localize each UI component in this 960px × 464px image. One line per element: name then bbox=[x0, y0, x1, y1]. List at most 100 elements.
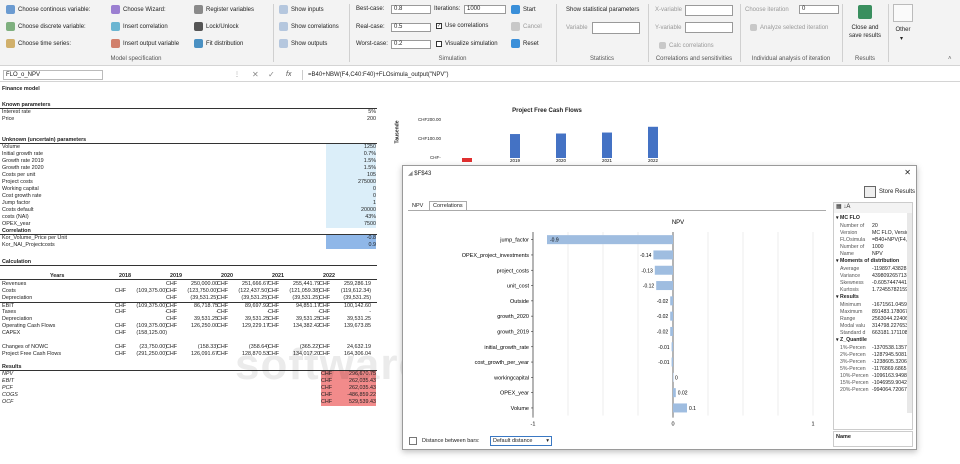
property-value[interactable]: 1000 bbox=[872, 244, 884, 250]
name-box[interactable]: FLO_o_NPV bbox=[3, 70, 103, 80]
confirm-formula-icon[interactable]: ✓ bbox=[268, 70, 275, 79]
calc-correlations-button[interactable]: Calc correlations bbox=[659, 42, 714, 49]
property-key: 3%-Percen bbox=[840, 359, 866, 365]
best-case-input[interactable]: 0.8 bbox=[391, 5, 431, 14]
lock-unlock-button[interactable]: Lock/Unlock bbox=[194, 22, 239, 31]
insert-output-variable-button[interactable]: Insert output variable bbox=[111, 39, 179, 48]
show-inputs-button[interactable]: Show inputs bbox=[279, 5, 324, 14]
property-value[interactable]: 439809265713 bbox=[872, 273, 907, 279]
property-value[interactable]: -0.6057447441 bbox=[872, 280, 907, 286]
iterations-input[interactable]: 1000 bbox=[464, 5, 506, 14]
scrollbar[interactable] bbox=[907, 213, 912, 413]
group-quantile[interactable]: ▾ Z_Quantile bbox=[836, 337, 908, 344]
property-value[interactable]: -1046959.9042 bbox=[872, 380, 907, 386]
property-value[interactable]: 20 bbox=[872, 223, 878, 229]
property-value[interactable]: 2563044.22406 bbox=[872, 316, 908, 322]
property-key: FLOsimula bbox=[840, 237, 866, 243]
register-variables-button[interactable]: Register variables bbox=[194, 5, 254, 14]
cell: 128,870.53 bbox=[242, 351, 269, 357]
distance-select[interactable]: Default distance ▾ bbox=[490, 436, 552, 446]
currency-cell: CHF bbox=[268, 303, 280, 309]
real-case-input[interactable]: 0.5 bbox=[391, 23, 431, 32]
cell: Costs per unit bbox=[2, 172, 36, 178]
collapse-ribbon-icon[interactable]: ˄ bbox=[948, 56, 952, 62]
cell: 39,531.25 bbox=[194, 316, 218, 322]
sheet-title: Finance model bbox=[0, 86, 377, 93]
chevron-down-icon: ▾ bbox=[546, 438, 549, 444]
use-correlations-checkbox[interactable]: ✓ Use correlations bbox=[436, 23, 489, 29]
analyze-selected-iteration-button[interactable]: Analyze selected iteration bbox=[750, 24, 828, 31]
property-value[interactable]: 663181.171108 bbox=[872, 330, 908, 336]
property-value[interactable]: -119897.43828 bbox=[872, 266, 907, 272]
close-and-save-results-button[interactable]: Close and save results bbox=[848, 25, 881, 39]
insert-correlation-button[interactable]: Insert correlation bbox=[111, 22, 168, 31]
currency-cell: CHF bbox=[319, 303, 331, 309]
property-value[interactable]: -994064.72067 bbox=[872, 387, 907, 393]
correlation-row: Kor_NAI_Projectcosts 0.9 bbox=[0, 242, 377, 249]
property-key: Skewness bbox=[840, 280, 864, 286]
property-value[interactable]: NPV bbox=[872, 251, 883, 257]
data-label: 0.02 bbox=[678, 391, 688, 397]
cell: Depreciation bbox=[2, 316, 33, 322]
property-value[interactable]: -1238605.3206 bbox=[872, 359, 907, 365]
property-value[interactable]: 1.72455782159 bbox=[872, 287, 908, 293]
bar bbox=[648, 126, 658, 158]
worst-case-input[interactable]: 0.2 bbox=[391, 40, 431, 49]
show-statistical-parameters-button[interactable]: Show statistical parameters bbox=[566, 7, 640, 13]
variable-select[interactable] bbox=[592, 22, 640, 34]
group-mc-flo[interactable]: ▾ MC FLO bbox=[836, 215, 908, 222]
visualize-simulation-checkbox[interactable]: Visualize simulation bbox=[436, 41, 498, 47]
formula-input[interactable]: =B40+NBW(F4,C40:F40)+FLOsimula_output("N… bbox=[302, 70, 958, 80]
x-variable-select[interactable] bbox=[685, 5, 733, 16]
property-value[interactable]: -1370538.1357 bbox=[872, 345, 907, 351]
property-value[interactable]: -1671561.04595 bbox=[872, 302, 908, 308]
property-value[interactable]: MC FLO, Version bbox=[872, 230, 908, 236]
currency-cell: CHF bbox=[319, 344, 331, 350]
choose-time-series-button[interactable]: Choose time series: bbox=[6, 39, 71, 48]
spreadsheet-grid[interactable]: Finance model Known parameters Interest ra… bbox=[0, 84, 380, 464]
group-label-statistics: Statistics bbox=[589, 56, 614, 62]
category-label: Volume bbox=[511, 406, 529, 412]
iteration-input[interactable]: 0 bbox=[799, 5, 839, 14]
results-dialog: ◢ $F$43 ✕ Store Results NPV Correlations… bbox=[402, 165, 917, 450]
fit-distribution-button[interactable]: Fit distribution bbox=[194, 39, 243, 48]
data-label: -0.14 bbox=[640, 253, 652, 259]
choose-continuous-variable-button[interactable]: Choose continous variable: bbox=[6, 5, 90, 14]
show-outputs-button[interactable]: Show outputs bbox=[279, 39, 327, 48]
close-icon[interactable]: ✕ bbox=[904, 168, 911, 177]
cancel-formula-icon[interactable]: ✕ bbox=[252, 70, 259, 79]
show-correlations-button[interactable]: Show correlations bbox=[279, 22, 339, 31]
group-label-correlations: Correlations and sensitivities bbox=[655, 56, 733, 62]
property-value[interactable]: 314798.227653 bbox=[872, 323, 908, 329]
app-icon: ◢ bbox=[408, 171, 415, 177]
tab-correlations[interactable]: Correlations bbox=[429, 201, 467, 210]
cell: 126,250.00 bbox=[191, 323, 218, 329]
property-grid[interactable]: ▦ ↓A ▾ MC FLO Number of 20 Version MC FLO, V… bbox=[833, 202, 913, 430]
choose-wizard-button[interactable]: Choose Wizard: bbox=[111, 5, 166, 14]
value-cell: 20000 bbox=[326, 207, 376, 214]
value-cell: 275000 bbox=[326, 179, 376, 186]
property-key: Modal valu bbox=[840, 323, 866, 329]
property-value[interactable]: =B40+NPV(F4,C bbox=[872, 237, 908, 243]
ribbon-separator bbox=[349, 4, 350, 62]
group-moments[interactable]: ▾ Moments of distribution bbox=[836, 258, 908, 265]
start-button[interactable]: Start bbox=[511, 5, 536, 14]
property-value[interactable]: -1096163.9498 bbox=[872, 373, 907, 379]
store-results-button[interactable]: Store Results bbox=[879, 189, 916, 195]
y-variable-select[interactable] bbox=[685, 22, 733, 33]
group-results[interactable]: ▾ Results bbox=[836, 294, 908, 301]
bar bbox=[670, 296, 673, 306]
ribbon-separator bbox=[556, 4, 557, 62]
cell: 24,632.19 bbox=[347, 344, 371, 350]
property-value[interactable]: -1287945.5081 bbox=[872, 352, 907, 358]
property-value[interactable]: 891483.178067 bbox=[872, 309, 908, 315]
x-tick-label: -1 bbox=[531, 422, 536, 428]
reset-button[interactable]: Reset bbox=[511, 39, 539, 48]
other-button[interactable]: Other bbox=[895, 27, 911, 33]
choose-discrete-variable-button[interactable]: Choose discrete variable: bbox=[6, 22, 86, 31]
property-value[interactable]: -1176869.6865 bbox=[872, 366, 907, 372]
cancel-button[interactable]: Cancel bbox=[511, 22, 542, 31]
tab-npv[interactable]: NPV bbox=[412, 203, 424, 209]
ribbon-separator bbox=[648, 4, 649, 62]
cell: 126,091.67 bbox=[191, 351, 218, 357]
